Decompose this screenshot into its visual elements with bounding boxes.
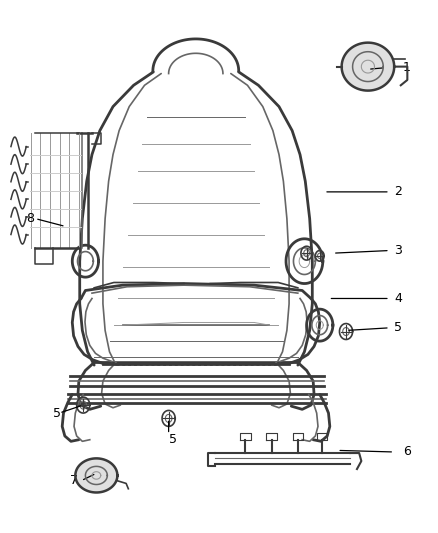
Text: 4: 4: [394, 292, 402, 305]
Polygon shape: [75, 458, 117, 492]
Text: 5: 5: [169, 433, 177, 446]
Text: 2: 2: [394, 185, 402, 198]
Polygon shape: [342, 43, 394, 91]
Text: 5: 5: [53, 407, 60, 419]
Text: 6: 6: [403, 446, 411, 458]
Text: 3: 3: [394, 244, 402, 257]
Text: 7: 7: [70, 474, 78, 487]
Text: 8: 8: [26, 212, 34, 225]
Text: 5: 5: [394, 321, 402, 334]
Text: 1: 1: [403, 61, 411, 74]
